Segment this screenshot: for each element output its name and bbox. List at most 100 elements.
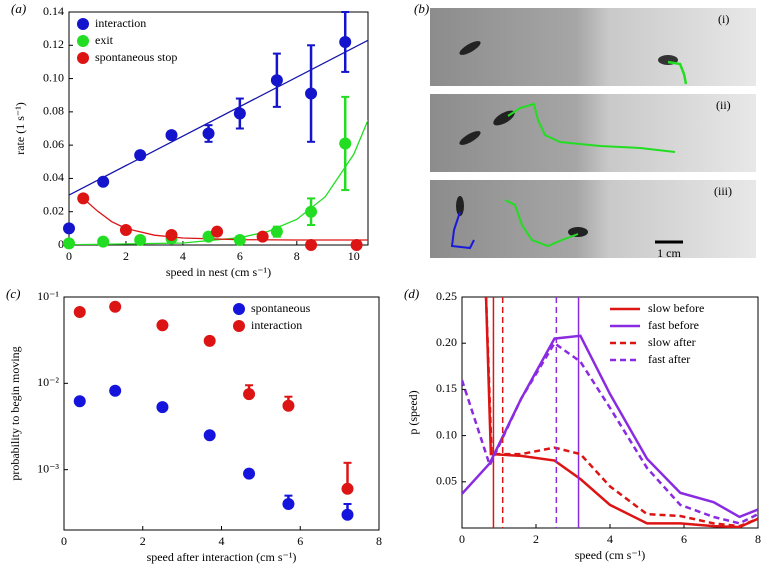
y-tick-label: 0.05 — [436, 474, 457, 488]
data-point — [243, 388, 256, 401]
photo-frame — [430, 8, 756, 86]
series-line — [484, 297, 758, 528]
fit-line — [69, 119, 368, 245]
data-point — [305, 205, 318, 218]
y-tick-label: 0.10 — [436, 427, 457, 441]
plot-frame — [68, 11, 369, 246]
x-tick-label: 2 — [140, 534, 146, 548]
series-line — [462, 334, 758, 519]
data-point — [341, 508, 354, 521]
data-point — [282, 399, 295, 412]
image-panel: (b) (i) (ii) (iii) 1 cm — [414, 1, 756, 260]
y-axis-label: p (speed) — [406, 390, 420, 434]
data-point — [270, 74, 283, 87]
data-point — [156, 319, 169, 332]
x-axis-label: speed after interaction (cm s⁻¹) — [147, 550, 297, 564]
data-point — [97, 235, 110, 248]
trajectory — [507, 102, 676, 153]
data-point — [134, 234, 147, 247]
x-tick-label: 4 — [607, 532, 613, 546]
data-point — [203, 334, 216, 347]
plot-frame — [63, 296, 380, 531]
data-point — [156, 401, 169, 414]
data-point — [63, 222, 75, 235]
y-tick-label: 0.12 — [43, 37, 64, 51]
y-tick-label: 0.04 — [43, 170, 64, 184]
legend-label: slow after — [648, 335, 696, 349]
data-point — [202, 127, 215, 140]
plot-area — [462, 297, 758, 528]
data-point — [341, 482, 354, 495]
data-point — [233, 234, 246, 247]
y-axis-label: probability to begin moving — [8, 346, 22, 480]
fit-line — [82, 197, 368, 241]
data-point — [305, 87, 318, 100]
photo-frame — [430, 94, 756, 172]
data-point — [233, 107, 246, 120]
data-point — [134, 149, 147, 162]
panel-label: (d) — [404, 286, 419, 301]
x-tick-label: 8 — [755, 532, 761, 546]
y-tick-label: 10⁻³ — [37, 461, 59, 475]
ant — [459, 131, 481, 145]
x-axis-label: speed in nest (cm s⁻¹) — [166, 265, 271, 279]
legend-label: fast after — [648, 352, 690, 366]
legend-swatch — [77, 35, 89, 47]
frame-label: (ii) — [716, 98, 731, 112]
y-tick-label: 10⁻² — [37, 375, 59, 389]
panel-label: (c) — [6, 286, 20, 301]
y-tick-label: 0.14 — [43, 4, 64, 18]
y-axis-label: rate (1 s⁻¹) — [13, 102, 27, 155]
x-tick-label: 6 — [681, 532, 687, 546]
frame-label: (iii) — [714, 184, 732, 198]
trajectory — [667, 60, 688, 85]
panel-label: (a) — [11, 1, 26, 16]
data-point — [282, 498, 295, 511]
data-point — [305, 239, 318, 251]
x-tick-label: 6 — [297, 534, 303, 548]
plot-area — [69, 39, 368, 245]
x-tick-label: 0 — [66, 249, 72, 263]
data-point — [63, 237, 75, 250]
x-axis-label: speed (cm s⁻¹) — [575, 548, 646, 562]
x-tick-label: 0 — [61, 534, 67, 548]
chart-panel: (c) 0 2 4 6 8 10⁻³ 10⁻² 10⁻¹ speed after interact… — [6, 286, 382, 564]
data-point — [165, 229, 178, 242]
x-tick-label: 8 — [294, 249, 300, 263]
legend-swatch — [77, 18, 89, 30]
x-tick-label: 2 — [533, 532, 539, 546]
x-tick-label: 2 — [123, 249, 129, 263]
legend-label: interaction — [95, 16, 146, 30]
data-point — [350, 239, 363, 251]
trajectory — [504, 199, 579, 248]
legend-swatch — [233, 303, 245, 315]
chart-panel: (a) 0 2 4 6 8 10 0 0.02 0.04 0.06 0.08 0.10 0.12 0.14 s… — [11, 1, 369, 279]
fit-line — [69, 39, 368, 196]
ant — [459, 41, 481, 55]
data-point — [165, 129, 178, 142]
data-point — [77, 192, 90, 205]
chart-panel: (d) 0 2 4 6 8 0.05 0.10 0.15 0.20 0.25 speed (cm s⁻… — [404, 286, 761, 562]
legend-label: fast before — [648, 318, 699, 332]
trajectory — [450, 211, 475, 250]
ant — [456, 196, 464, 216]
x-tick-label: 10 — [348, 249, 360, 263]
photo-frame — [430, 180, 756, 258]
x-tick-label: 8 — [376, 534, 382, 548]
legend-label: exit — [95, 33, 114, 47]
y-tick-label: 0.08 — [43, 104, 64, 118]
legend-label: spontaneous stop — [95, 50, 177, 64]
data-point — [109, 384, 122, 397]
data-point — [211, 225, 224, 238]
series-line — [462, 341, 758, 525]
series-line — [484, 297, 758, 528]
y-tick-label: 0.02 — [43, 203, 64, 217]
data-point — [243, 467, 256, 480]
x-tick-label: 6 — [237, 249, 243, 263]
data-point — [73, 395, 86, 408]
scale-bar-label: 1 cm — [657, 246, 681, 260]
legend-swatch — [233, 320, 245, 332]
y-tick-label: 0.25 — [436, 289, 457, 303]
frame-label: (i) — [718, 12, 729, 26]
